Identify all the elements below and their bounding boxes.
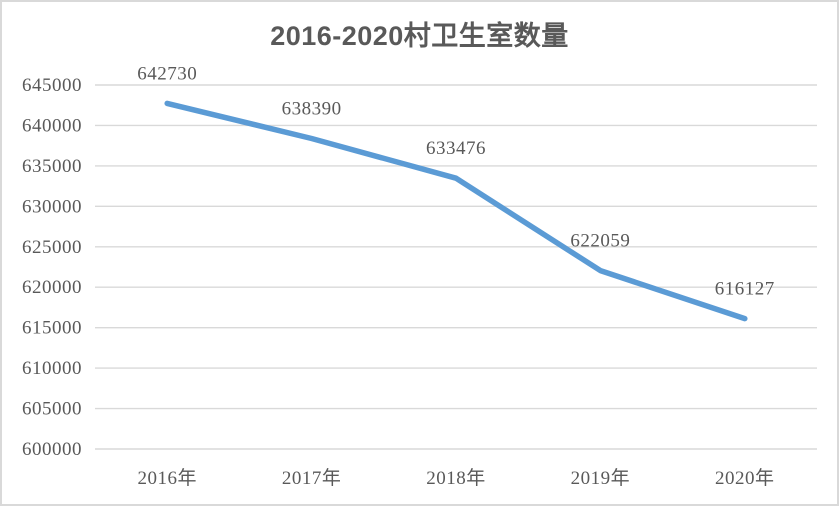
y-axis-tick-label: 615000: [22, 318, 82, 339]
y-axis-tick-label: 600000: [22, 439, 82, 460]
y-axis-tick-label: 645000: [22, 75, 82, 96]
y-axis-tick-label: 640000: [22, 115, 82, 136]
chart-title: 2016-2020村卫生室数量: [270, 21, 569, 51]
y-axis-tick-label: 620000: [22, 277, 82, 298]
y-axis-tick-label: 635000: [22, 156, 82, 177]
data-point-label: 638390: [282, 99, 342, 120]
x-axis-tick-label: 2020年: [715, 467, 775, 489]
y-axis-tick-label: 630000: [22, 196, 82, 217]
x-axis-tick-label: 2017年: [282, 467, 342, 489]
data-point-label: 616127: [715, 279, 775, 300]
series-line: [164, 100, 748, 322]
x-axis-tick-label: 2016年: [137, 467, 197, 489]
data-point-label: 642730: [137, 63, 197, 84]
data-point-label: 622059: [570, 231, 630, 252]
x-axis-tick-label: 2018年: [426, 467, 486, 489]
y-axis-tick-label: 625000: [22, 237, 82, 258]
x-axis-tick-label: 2019年: [571, 467, 631, 489]
data-point-label: 633476: [426, 138, 486, 159]
y-axis-tick-label: 605000: [22, 399, 82, 420]
y-axis-tick-label: 610000: [22, 358, 82, 379]
